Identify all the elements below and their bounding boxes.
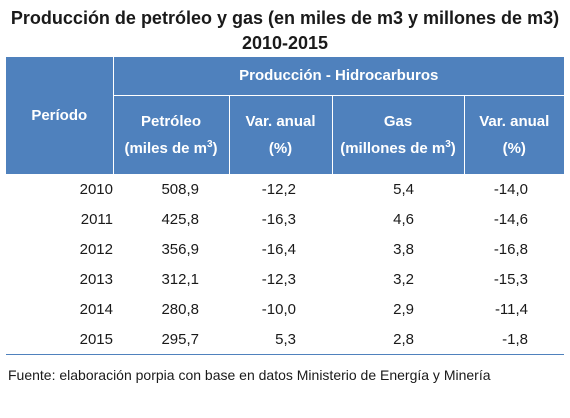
production-group-header: Producción - Hidrocarburos xyxy=(113,57,565,96)
gas-cell: 2,9 xyxy=(393,300,414,318)
petroleo-cell: 295,7 xyxy=(113,324,229,355)
table-row: 2013 312,1 -12,3 3,2 -15,3 xyxy=(6,264,564,294)
var-petroleo-cell: -16,4 xyxy=(261,240,296,258)
var-gas-cell: -1,8 xyxy=(464,324,565,355)
var-gas-cell: -14,6 xyxy=(493,210,529,228)
table-subtitle-years: 2010-2015 xyxy=(241,33,329,53)
var-petroleo-cell: 5,3 xyxy=(229,324,332,355)
var-petroleo-cell: -10,0 xyxy=(261,300,296,318)
var-petroleo-header-label: Var. anual xyxy=(245,112,316,130)
var-gas-header-unit: (%) xyxy=(502,139,526,157)
var-gas-cell: -14,0 xyxy=(493,180,529,198)
gas-unit-close: ) xyxy=(450,139,456,157)
gas-cell: 4,6 xyxy=(393,210,414,228)
var-gas-header-label: Var. anual xyxy=(479,112,550,130)
period-cell: 2012 xyxy=(79,240,113,258)
gas-column-header: Gas (millones de m3) xyxy=(332,95,465,174)
production-table: Período Producción - Hidrocarburos Petró… xyxy=(6,57,565,355)
period-cell: 2013 xyxy=(79,270,113,288)
petroleo-cell: 356,9 xyxy=(161,240,199,258)
var-petroleo-column-header: Var. anual (%) xyxy=(229,95,333,174)
gas-cell: 3,8 xyxy=(393,240,414,258)
petroleo-unit-exponent: 3 xyxy=(206,138,213,150)
table-title: Producción de petróleo y gas (en miles d… xyxy=(10,8,560,28)
table-row: 2010 508,9 -12,2 5,4 -14,0 xyxy=(6,174,564,204)
gas-cell: 5,4 xyxy=(393,180,414,198)
period-cell: 2015 xyxy=(6,324,113,355)
var-gas-cell: -15,3 xyxy=(493,270,529,288)
var-gas-column-header: Var. anual (%) xyxy=(464,95,565,174)
var-petroleo-cell: -12,3 xyxy=(261,270,296,288)
petroleo-unit-close: ) xyxy=(212,139,218,157)
var-gas-cell: -11,4 xyxy=(494,300,529,318)
period-cell: 2014 xyxy=(79,300,113,318)
gas-unit-exponent: 3 xyxy=(445,138,451,150)
period-column-header: Período xyxy=(6,57,114,174)
gas-cell: 3,2 xyxy=(393,270,414,288)
table-row: 2012 356,9 -16,4 3,8 -16,8 xyxy=(6,234,564,264)
table-row: 2015 295,7 5,3 2,8 -1,8 xyxy=(6,324,565,355)
period-cell: 2010 xyxy=(79,180,113,198)
petroleo-header-unit: (miles de m xyxy=(124,139,207,157)
var-petroleo-cell: -16,3 xyxy=(261,210,296,228)
gas-header-label: Gas xyxy=(383,112,413,130)
petroleo-column-header: Petróleo (miles de m3) xyxy=(113,95,230,174)
petroleo-cell: 425,8 xyxy=(161,210,199,228)
table-row: 2011 425,8 -16,3 4,6 -14,6 xyxy=(6,204,564,234)
var-gas-cell: -16,8 xyxy=(493,240,529,258)
petroleo-cell: 280,8 xyxy=(161,300,199,318)
gas-cell: 2,8 xyxy=(332,324,464,355)
source-footnote: Fuente: elaboración porpia con base en d… xyxy=(8,367,491,383)
petroleo-cell: 508,9 xyxy=(161,180,199,198)
period-cell: 2011 xyxy=(80,210,113,228)
table-row: 2014 280,8 -10,0 2,9 -11,4 xyxy=(6,294,564,324)
var-petroleo-cell: -12,2 xyxy=(261,180,296,198)
petroleo-header-label: Petróleo xyxy=(140,112,201,130)
var-petroleo-header-unit: (%) xyxy=(268,139,293,157)
gas-header-unit: (millones de m xyxy=(340,139,446,157)
petroleo-cell: 312,1 xyxy=(161,270,199,288)
